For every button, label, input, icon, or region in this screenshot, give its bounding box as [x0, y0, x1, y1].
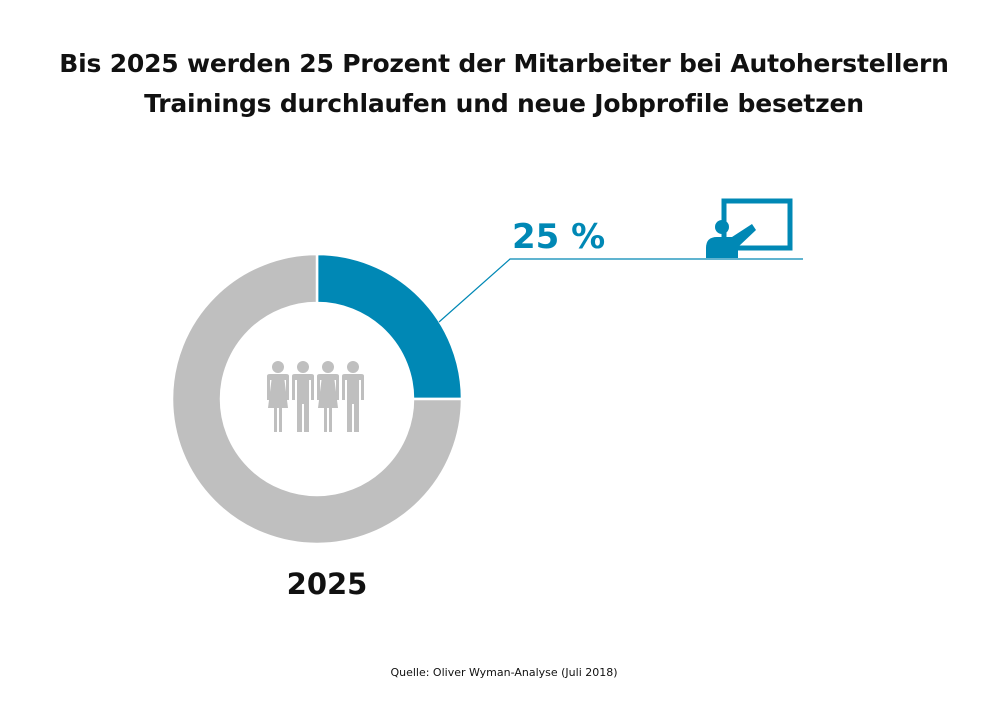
donut-slice-remainder: [170, 252, 464, 546]
people-group-icon: [267, 361, 364, 432]
person-male-figure: [342, 361, 364, 432]
chart-title-line-2: Trainings durchlaufen und neue Jobprofil…: [144, 89, 864, 118]
callout-leader-line: [438, 258, 803, 323]
callout-value-label: 25 %: [512, 217, 605, 257]
chart-title: Bis 2025 werden 25 Prozent der Mitarbeit…: [0, 44, 1008, 124]
donut-slices: [170, 252, 464, 546]
person-female-figure: [267, 361, 289, 432]
presentation-training-icon: [706, 198, 793, 258]
chart-title-line-1: Bis 2025 werden 25 Prozent der Mitarbeit…: [59, 49, 949, 78]
person-female-figure: [317, 361, 339, 432]
person-male-figure: [292, 361, 314, 432]
category-year-label: 2025: [287, 567, 368, 601]
source-note: Quelle: Oliver Wyman-Analyse (Juli 2018): [390, 666, 618, 679]
